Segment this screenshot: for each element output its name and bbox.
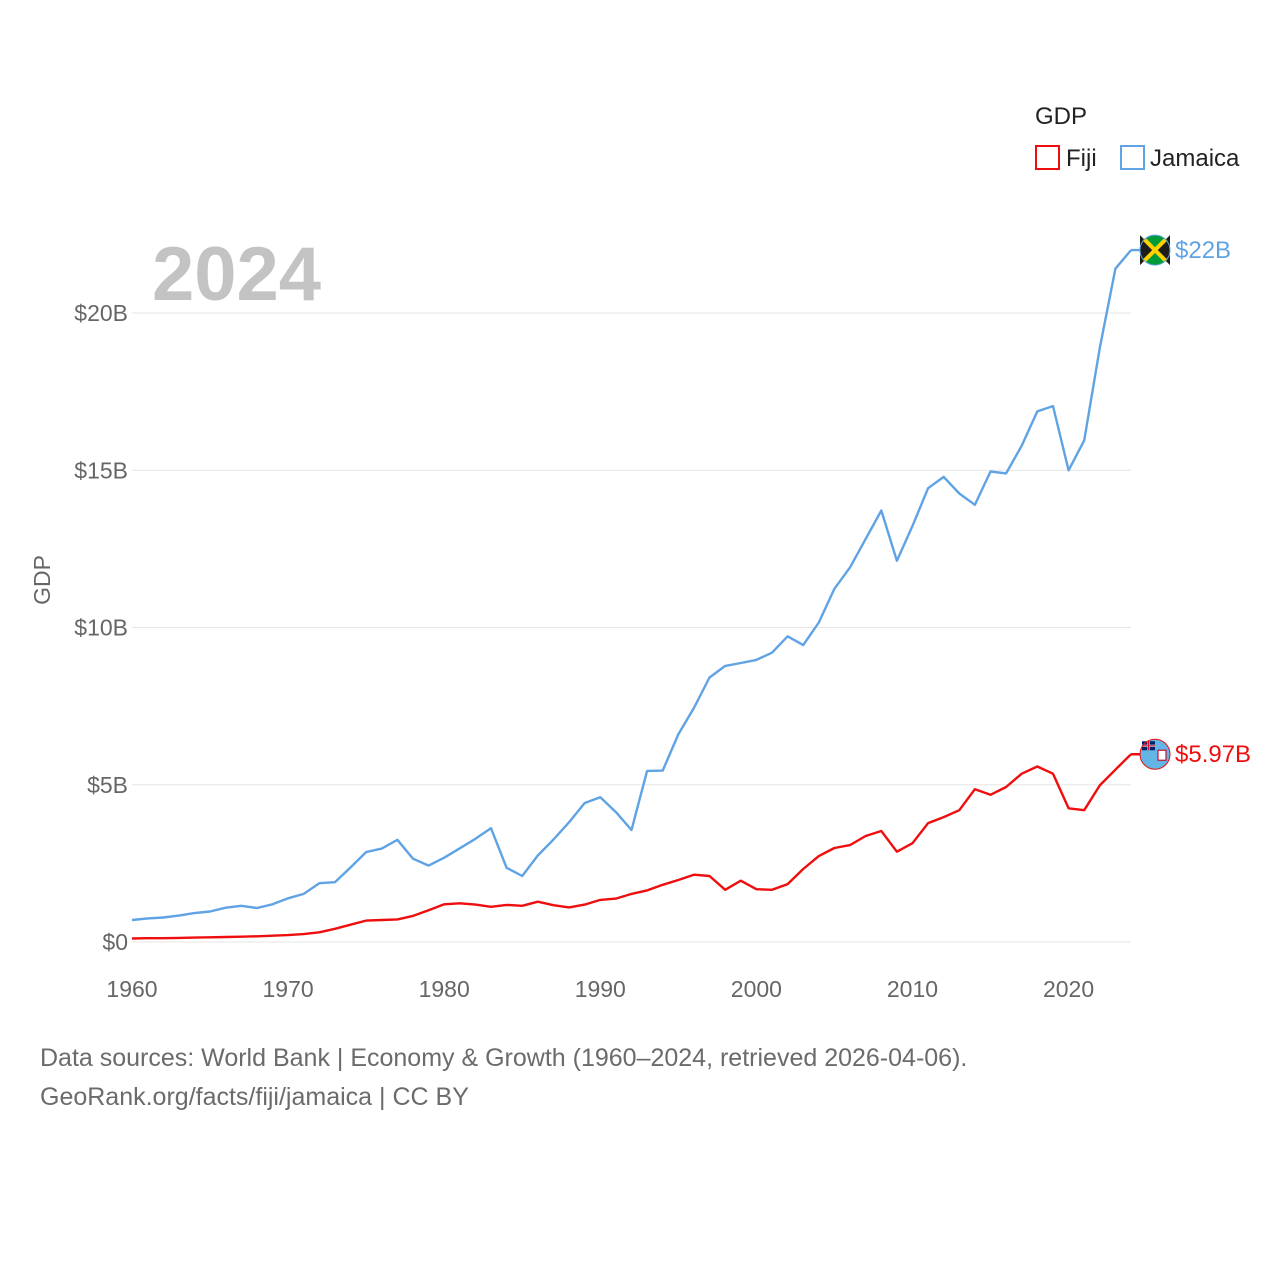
x-tick-label: 1980 <box>419 976 470 1002</box>
grid-lines <box>132 312 1131 943</box>
y-axis-title: GDP <box>29 555 55 605</box>
x-tick-label: 2000 <box>731 976 782 1002</box>
series-lines <box>131 249 1132 940</box>
x-tick-label: 2010 <box>887 976 938 1002</box>
legend-item-jamaica[interactable]: Jamaica <box>1120 145 1240 172</box>
x-tick-label: 1970 <box>263 976 314 1002</box>
y-tick-label: $5B <box>87 772 128 798</box>
x-axis-tick-labels: 1960 1970 1980 1990 2000 2010 2020 <box>106 976 1094 1002</box>
legend-label-jamaica: Jamaica <box>1150 145 1240 172</box>
y-tick-label: $10B <box>74 615 128 641</box>
legend-label-fiji: Fiji <box>1066 145 1097 172</box>
end-label-fiji: $5.97B <box>1175 741 1251 768</box>
fiji-flag-icon <box>1139 738 1171 770</box>
year-label: 2024 <box>152 232 321 317</box>
y-tick-label: $15B <box>74 457 128 483</box>
x-tick-label: 2020 <box>1043 976 1094 1002</box>
x-tick-label: 1960 <box>106 976 157 1002</box>
series-line-jamaica <box>131 249 1132 922</box>
end-markers: $5.97B $22B <box>1131 234 1251 770</box>
footer-attribution[interactable]: GeoRank.org/facts/fiji/jamaica | CC BY <box>40 1083 469 1111</box>
y-axis-tick-labels: $0 $5B $10B $15B $20B <box>74 300 128 955</box>
legend-item-fiji[interactable]: Fiji <box>1035 145 1097 172</box>
legend: GDP Fiji Jamaica <box>1035 103 1240 172</box>
footer-sources: Data sources: World Bank | Economy & Gro… <box>40 1044 968 1072</box>
jamaica-flag-icon <box>1139 234 1171 266</box>
series-line-fiji <box>131 753 1132 940</box>
y-tick-label: $0 <box>102 929 128 955</box>
legend-swatch-jamaica <box>1120 145 1145 170</box>
end-label-jamaica: $22B <box>1175 237 1231 264</box>
legend-swatch-fiji <box>1035 145 1060 170</box>
y-tick-label: $20B <box>74 300 128 326</box>
legend-title: GDP <box>1035 103 1087 130</box>
x-tick-label: 1990 <box>575 976 626 1002</box>
